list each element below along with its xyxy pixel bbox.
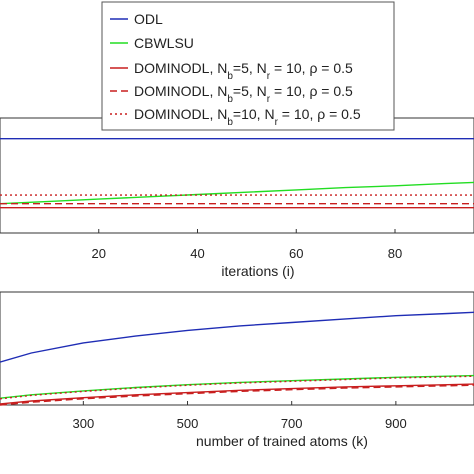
bottom-x-tick-label: 500 <box>177 416 199 431</box>
bottom-plot-frame <box>0 291 474 406</box>
top-x-tick-label: 40 <box>190 246 204 261</box>
bottom-plot-panel: 300 500 700 900 <box>0 291 474 431</box>
top-x-tick-label: 20 <box>92 246 106 261</box>
bottom-x-tick-label: 300 <box>72 416 94 431</box>
bottom-x-axis-label: number of trained atoms (k) <box>196 433 368 449</box>
top-x-tick-label: 60 <box>289 246 303 261</box>
bottom-series-line-dominodl-3 <box>0 375 474 400</box>
top-x-axis-label: iterations (i) <box>221 263 294 279</box>
top-series-line-cbwlsu <box>0 181 474 205</box>
bottom-series-line-dominodl-2 <box>0 384 474 406</box>
legend-label-odl: ODL <box>134 11 163 27</box>
top-x-tick-label: 80 <box>388 246 402 261</box>
legend-box <box>101 1 395 131</box>
legend-label-dominodl-1: DOMINODL, Nb=5, Nr = 10, ρ = 0.5 <box>134 60 353 82</box>
legend-label-cbwlsu: CBWLSU <box>134 35 194 51</box>
legend: ODL CBWLSU DOMINODL, Nb=5, Nr = 10, ρ = 0.… <box>101 1 395 131</box>
bottom-x-tick-label: 700 <box>281 416 303 431</box>
bottom-series-line-odl <box>0 311 474 363</box>
legend-label-dominodl-2: DOMINODL, Nb=5, Nr = 10, ρ = 0.5 <box>134 83 353 105</box>
top-plot-panel: 20 40 60 80 <box>0 117 474 261</box>
bottom-series-line-dominodl-1 <box>0 383 474 405</box>
bottom-x-tick-label: 900 <box>385 416 407 431</box>
legend-label-dominodl-3: DOMINODL, Nb=10, Nr = 10, ρ = 0.5 <box>134 106 361 128</box>
top-plot-frame <box>0 117 474 234</box>
